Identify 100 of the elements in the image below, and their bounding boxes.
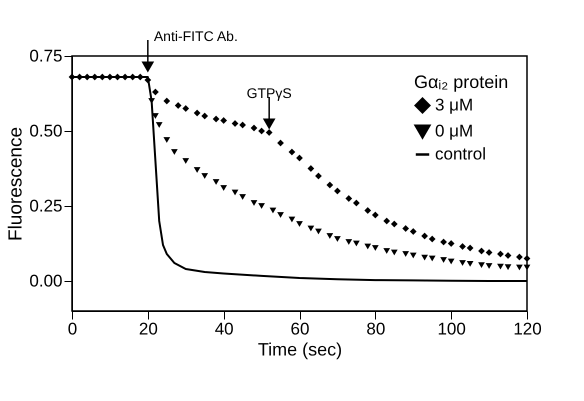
legend-title: Gαᵢ₂ protein — [414, 72, 508, 92]
point — [466, 244, 474, 252]
x-tick-label: 40 — [214, 320, 234, 338]
point — [383, 218, 390, 224]
x-tick-label: 60 — [290, 320, 310, 338]
point — [266, 129, 273, 136]
point — [163, 98, 170, 104]
legend-label: 3 μM — [435, 96, 474, 114]
point — [353, 200, 360, 206]
point — [326, 182, 334, 188]
point — [345, 239, 352, 245]
point — [296, 221, 303, 227]
point — [410, 252, 417, 258]
point — [194, 110, 200, 116]
point — [152, 113, 159, 119]
point — [516, 254, 523, 260]
point — [156, 122, 163, 128]
point — [440, 238, 447, 246]
point — [402, 225, 410, 232]
point — [152, 88, 159, 96]
point — [212, 179, 220, 185]
point — [504, 264, 512, 270]
point — [524, 255, 530, 262]
point — [174, 102, 182, 109]
annotation: GTPγS — [246, 85, 292, 101]
point — [182, 158, 190, 164]
y-tick-label: 0.75 — [29, 46, 62, 66]
point — [250, 200, 258, 206]
point — [410, 228, 417, 235]
point — [308, 165, 314, 172]
point — [258, 203, 265, 209]
point — [220, 185, 228, 191]
point — [258, 128, 265, 134]
point — [288, 148, 296, 156]
point — [402, 251, 410, 257]
point — [171, 149, 178, 155]
point — [232, 120, 238, 127]
point — [182, 105, 190, 112]
point — [345, 195, 352, 202]
point — [270, 208, 276, 214]
point — [459, 260, 466, 266]
point — [372, 245, 379, 251]
point — [201, 173, 208, 179]
point — [478, 262, 485, 268]
point — [390, 250, 398, 256]
point — [486, 263, 492, 269]
point — [497, 250, 504, 258]
x-axis-title: Time (sec) — [258, 340, 342, 360]
point — [239, 122, 246, 128]
point — [364, 207, 372, 214]
legend-label: control — [435, 144, 486, 164]
point — [315, 228, 322, 234]
x-tick-label: 120 — [513, 320, 542, 338]
annotation: Anti-FITC Ab. — [154, 28, 238, 44]
point — [220, 117, 228, 124]
point — [277, 212, 284, 218]
point — [296, 154, 303, 162]
x-tick-label: 80 — [366, 320, 386, 338]
point — [163, 137, 170, 143]
point — [372, 212, 379, 218]
point — [448, 240, 455, 247]
point — [277, 140, 284, 146]
y-tick-label: 0.25 — [29, 196, 62, 216]
point — [448, 258, 455, 264]
y-tick-label: 0.00 — [29, 272, 62, 290]
point — [459, 243, 466, 250]
point — [353, 240, 360, 246]
x-tick-label: 0 — [68, 320, 78, 338]
point — [250, 124, 258, 132]
point — [478, 248, 485, 254]
point — [326, 233, 334, 239]
point — [212, 116, 220, 122]
legend-label: 0 μM — [435, 122, 474, 140]
y-axis-title: Fluorescence — [5, 126, 26, 242]
point — [232, 190, 238, 196]
point — [497, 264, 504, 270]
point — [334, 188, 341, 194]
point — [364, 244, 372, 250]
point — [428, 256, 436, 262]
point — [334, 236, 341, 242]
point — [194, 167, 200, 173]
point — [288, 216, 296, 222]
point — [383, 248, 390, 254]
point — [486, 249, 492, 256]
point — [524, 264, 530, 270]
point — [466, 260, 474, 267]
point — [315, 172, 322, 180]
point — [201, 112, 208, 120]
point — [390, 220, 398, 228]
x-tick-label: 20 — [138, 320, 158, 338]
point — [421, 254, 428, 261]
point — [239, 194, 246, 200]
point — [428, 236, 436, 242]
point — [440, 257, 447, 263]
point — [421, 232, 428, 240]
point — [504, 252, 512, 259]
point — [308, 226, 314, 232]
y-tick-label: 0.50 — [29, 122, 62, 140]
point — [516, 264, 523, 270]
x-tick-label: 100 — [437, 320, 466, 338]
